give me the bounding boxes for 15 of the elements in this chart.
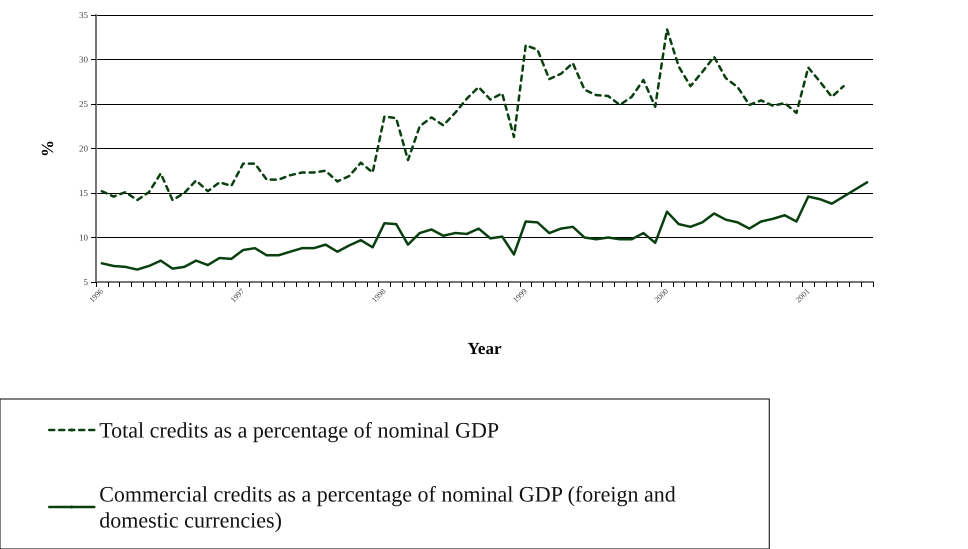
legend-label: Total credits as a percentage of nominal GDP: [99, 418, 500, 442]
line-series: [100, 181, 868, 271]
y-tick-label: 20: [79, 144, 88, 154]
y-tick-label: 35: [79, 10, 88, 20]
x-axis-title: Year: [468, 339, 502, 358]
y-tick-label: 15: [79, 188, 88, 198]
y-tick-label: 5: [84, 277, 88, 287]
x-tick-label: 2001: [794, 286, 812, 304]
line-series: [100, 28, 845, 202]
y-tick-label: 25: [79, 99, 88, 109]
y-axis-title: %: [38, 140, 57, 157]
legend-label: Commercial credits as a percentage of nominal GDP (foreign and domestic currencies): [99, 482, 682, 532]
x-tick-label: 1999: [511, 286, 529, 304]
y-tick-label: 30: [79, 54, 88, 64]
y-tick-label: 10: [79, 232, 88, 242]
